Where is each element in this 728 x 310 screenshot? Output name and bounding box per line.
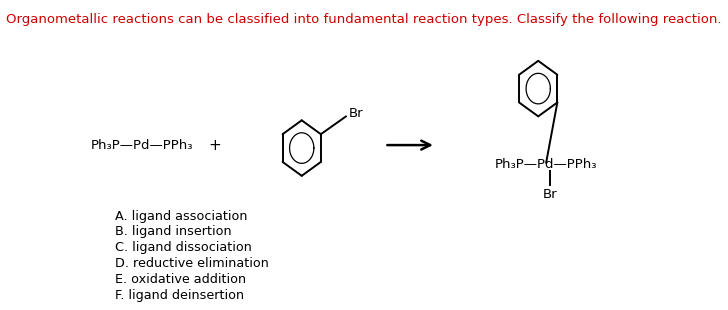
Text: Br: Br	[349, 107, 364, 120]
Text: F. ligand deinsertion: F. ligand deinsertion	[115, 289, 244, 302]
Text: A. ligand association: A. ligand association	[115, 210, 248, 223]
Text: E. oxidative addition: E. oxidative addition	[115, 273, 246, 286]
Text: Organometallic reactions can be classified into fundamental reaction types. Clas: Organometallic reactions can be classifi…	[7, 13, 721, 26]
Text: Br: Br	[543, 188, 558, 201]
Text: +: +	[209, 138, 221, 153]
Text: B. ligand insertion: B. ligand insertion	[115, 225, 232, 238]
Text: C. ligand dissociation: C. ligand dissociation	[115, 241, 252, 254]
Text: Ph₃P—Pd—PPh₃: Ph₃P—Pd—PPh₃	[495, 158, 598, 171]
Text: Ph₃P—Pd—PPh₃: Ph₃P—Pd—PPh₃	[91, 139, 194, 152]
Text: D. reductive elimination: D. reductive elimination	[115, 257, 269, 270]
